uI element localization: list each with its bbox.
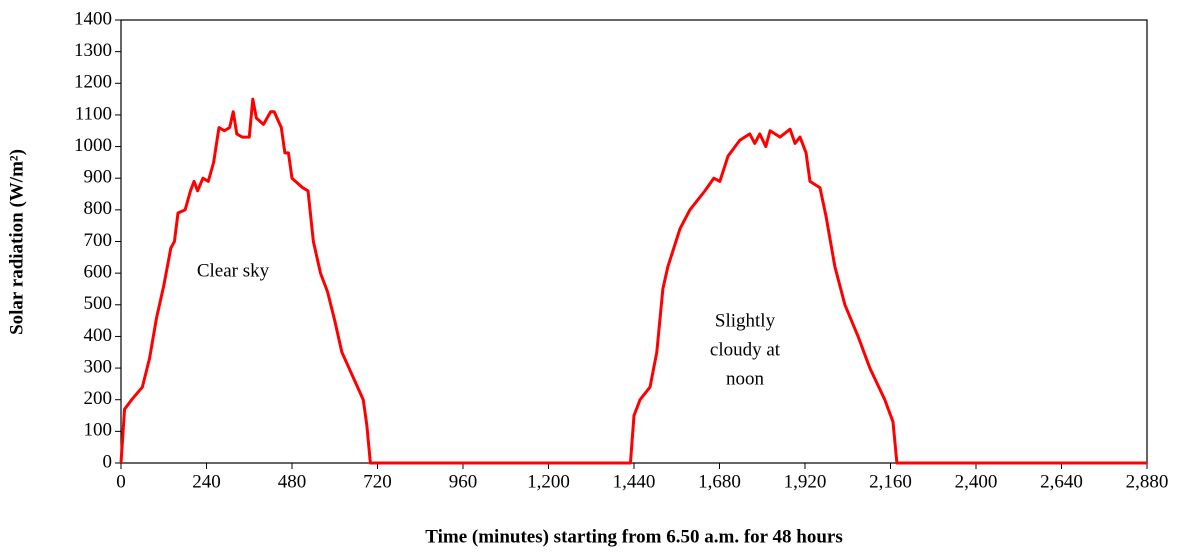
- x-axis-label: Time (minutes) starting from 6.50 a.m. f…: [425, 526, 842, 547]
- series-line: [119, 97, 1147, 465]
- x-tick-label: 960: [449, 471, 478, 492]
- x-tick-label: 720: [363, 471, 392, 492]
- y-tick-label: 1300: [74, 40, 112, 61]
- x-tick-label: 2,880: [1126, 471, 1169, 492]
- x-tick-label: 480: [278, 471, 307, 492]
- x-tick-label: 1,920: [784, 471, 827, 492]
- y-tick-label: 400: [84, 325, 113, 346]
- x-tick-label: 1,680: [698, 471, 741, 492]
- y-tick-label: 1200: [74, 72, 112, 93]
- y-tick-label: 1400: [74, 8, 112, 29]
- x-tick-label: 1,440: [613, 471, 656, 492]
- x-tick-label: 2,400: [955, 471, 998, 492]
- annotation: noon: [726, 368, 765, 389]
- y-tick-label: 700: [84, 230, 113, 251]
- annotation: Slightly: [715, 310, 776, 331]
- x-tick-label: 1,200: [527, 471, 570, 492]
- x-tick-label: 240: [192, 471, 221, 492]
- y-tick-label: 900: [84, 167, 113, 188]
- y-tick-label: 500: [84, 293, 113, 314]
- y-tick-label: 600: [84, 262, 113, 283]
- y-tick-label: 300: [84, 356, 113, 377]
- y-tick-label: 1000: [74, 135, 112, 156]
- y-axis-label: Solar radiation (W/m²): [6, 149, 27, 335]
- x-tick-label: 0: [116, 471, 126, 492]
- y-tick-label: 200: [84, 388, 113, 409]
- annotation: Clear sky: [197, 260, 270, 281]
- annotation: cloudy at: [710, 339, 781, 360]
- x-tick-label: 2,640: [1040, 471, 1083, 492]
- y-tick-label: 1100: [75, 103, 112, 124]
- y-tick-label: 800: [84, 198, 113, 219]
- y-tick-label: 100: [84, 420, 113, 441]
- x-tick-label: 2,160: [869, 471, 912, 492]
- plot-frame: [120, 19, 1148, 464]
- y-tick-label: 0: [103, 451, 113, 472]
